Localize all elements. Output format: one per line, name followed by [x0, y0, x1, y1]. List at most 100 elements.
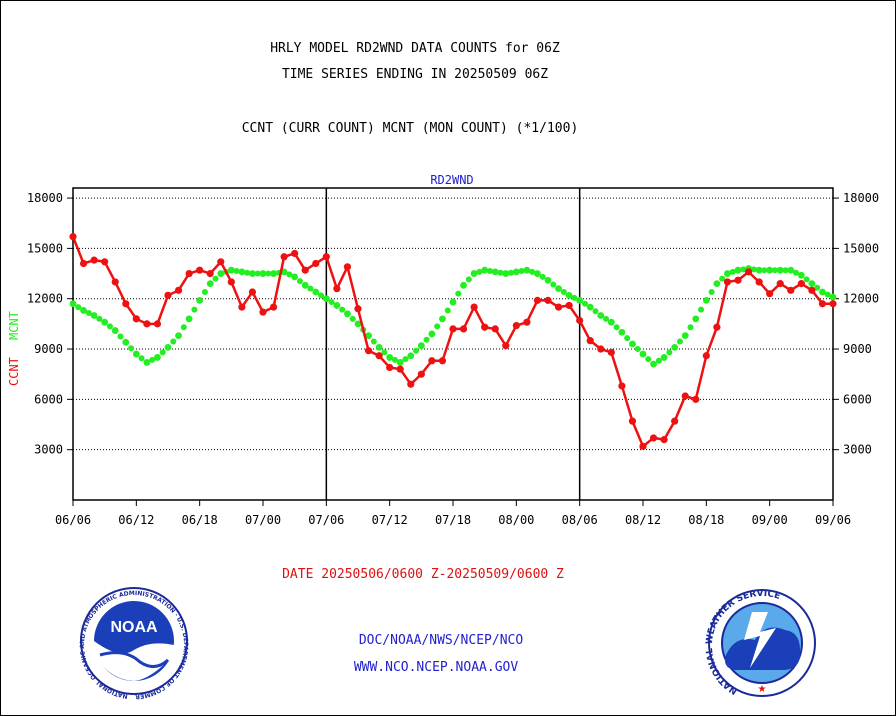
series-dot-mcnt — [634, 346, 641, 353]
data-point-ccnt — [533, 296, 542, 304]
chart-subtitle: CCNT (CURR COUNT) MCNT (MON COUNT) (*1/1… — [242, 121, 579, 136]
data-point-mcnt — [523, 266, 531, 274]
y-tick-label-right: 15000 — [843, 241, 879, 255]
data-point-ccnt — [291, 249, 299, 258]
noaa-logo: NATIONAL OCEANIC AND ATMOSPHERIC ADMINIS… — [0, 0, 189, 700]
data-point-mcnt — [417, 342, 425, 350]
series-dot-mcnt — [170, 338, 177, 345]
data-point-ccnt — [280, 253, 288, 261]
series-dot-mcnt — [729, 268, 736, 275]
data-point-ccnt — [787, 286, 795, 294]
data-point-ccnt — [502, 342, 510, 350]
series-dot-mcnt — [476, 268, 483, 275]
series-dot-mcnt — [128, 345, 135, 352]
url-text[interactable]: WWW.NCO.NCEP.NOAA.GOV — [354, 660, 519, 675]
data-point-mcnt — [797, 271, 805, 279]
data-point-mcnt — [766, 266, 774, 274]
data-point-ccnt — [417, 370, 425, 378]
data-point-mcnt — [576, 296, 584, 304]
nws-logo: NATIONAL WEATHER SERVICE ★ — [705, 589, 816, 697]
data-point-ccnt — [364, 347, 373, 355]
data-point-ccnt — [185, 269, 193, 278]
data-point-ccnt — [333, 285, 341, 293]
data-point-mcnt — [618, 328, 626, 336]
series-dot-mcnt — [149, 356, 156, 363]
data-point-mcnt — [481, 266, 489, 274]
data-point-ccnt — [438, 357, 447, 365]
series-dot-mcnt — [782, 267, 789, 274]
data-point-ccnt — [90, 256, 98, 264]
x-tick-label: 07/00 — [245, 513, 281, 527]
data-point-mcnt — [491, 268, 499, 276]
chart-title-line1: HRLY MODEL RD2WND DATA COUNTS for 06Z — [270, 41, 560, 56]
series-dot-mcnt — [740, 266, 747, 273]
y-tick-label-right: 12000 — [843, 292, 879, 306]
data-point-mcnt — [671, 343, 679, 351]
series-dot-mcnt — [613, 324, 620, 331]
series-dot-mcnt — [138, 355, 145, 362]
data-point-ccnt — [375, 352, 383, 360]
data-point-mcnt — [238, 268, 246, 276]
y-axis-label-ccnt: CCNT — [7, 357, 21, 386]
data-point-mcnt — [692, 315, 700, 323]
data-point-ccnt — [407, 380, 415, 388]
data-point-ccnt — [586, 337, 594, 345]
series-dot-mcnt — [603, 315, 610, 322]
series-dot-mcnt — [676, 338, 683, 345]
y-tick-label-left: 3000 — [34, 443, 63, 457]
data-point-mcnt — [650, 360, 657, 368]
data-point-ccnt — [217, 258, 225, 266]
series-dot-mcnt — [518, 268, 525, 275]
series-dot-mcnt — [423, 336, 430, 343]
data-point-mcnt — [586, 303, 594, 311]
series-dot-mcnt — [265, 270, 272, 277]
data-point-mcnt — [249, 270, 256, 277]
data-point-ccnt — [259, 308, 267, 316]
x-tick-label: 06/18 — [182, 513, 218, 527]
data-point-ccnt — [122, 300, 130, 308]
data-point-mcnt — [101, 318, 109, 326]
data-point-ccnt — [481, 323, 489, 331]
x-tick-label: 08/12 — [625, 513, 661, 527]
data-point-mcnt — [396, 359, 404, 366]
data-point-mcnt — [660, 354, 668, 361]
org-text: DOC/NOAA/NWS/NCEP/NCO — [359, 633, 524, 648]
x-tick-label: 08/00 — [498, 513, 534, 527]
chart-title-line2: TIME SERIES ENDING IN 20250509 06Z — [282, 67, 548, 82]
data-point-mcnt — [90, 312, 98, 319]
svg-text:★: ★ — [758, 684, 767, 695]
data-point-ccnt — [808, 286, 816, 294]
data-point-mcnt — [333, 302, 341, 309]
series-dot-mcnt — [180, 324, 187, 331]
y-tick-label-left: 18000 — [27, 191, 63, 205]
data-point-mcnt — [819, 288, 826, 296]
series-dot-mcnt — [529, 268, 536, 275]
series-dot-mcnt — [465, 276, 472, 283]
series-dot-mcnt — [307, 285, 314, 292]
series-dot-mcnt — [349, 315, 356, 322]
data-point-mcnt — [449, 298, 457, 306]
data-point-mcnt — [375, 343, 383, 351]
data-point-ccnt — [322, 253, 330, 261]
series-dot-mcnt — [339, 306, 346, 313]
y-tick-label-right: 3000 — [843, 443, 872, 457]
noaa-logo-text: NOAA — [110, 619, 158, 636]
y-tick-label-right: 18000 — [843, 191, 879, 205]
y-tick-label-left: 12000 — [27, 292, 63, 306]
data-point-ccnt — [618, 382, 626, 390]
data-point-ccnt — [628, 417, 637, 425]
data-point-mcnt — [702, 296, 710, 304]
plot-border — [72, 187, 834, 501]
plot-title: RD2WND — [430, 173, 473, 187]
data-point-ccnt — [449, 325, 457, 333]
data-point-ccnt — [386, 363, 394, 372]
data-point-mcnt — [270, 270, 277, 277]
data-point-mcnt — [164, 343, 172, 351]
data-point-mcnt — [724, 270, 731, 277]
data-point-ccnt — [554, 303, 563, 311]
series-dot-mcnt — [793, 269, 800, 276]
series-dot-mcnt — [497, 269, 504, 276]
data-point-mcnt — [196, 296, 204, 304]
series-dot-mcnt — [708, 289, 715, 295]
